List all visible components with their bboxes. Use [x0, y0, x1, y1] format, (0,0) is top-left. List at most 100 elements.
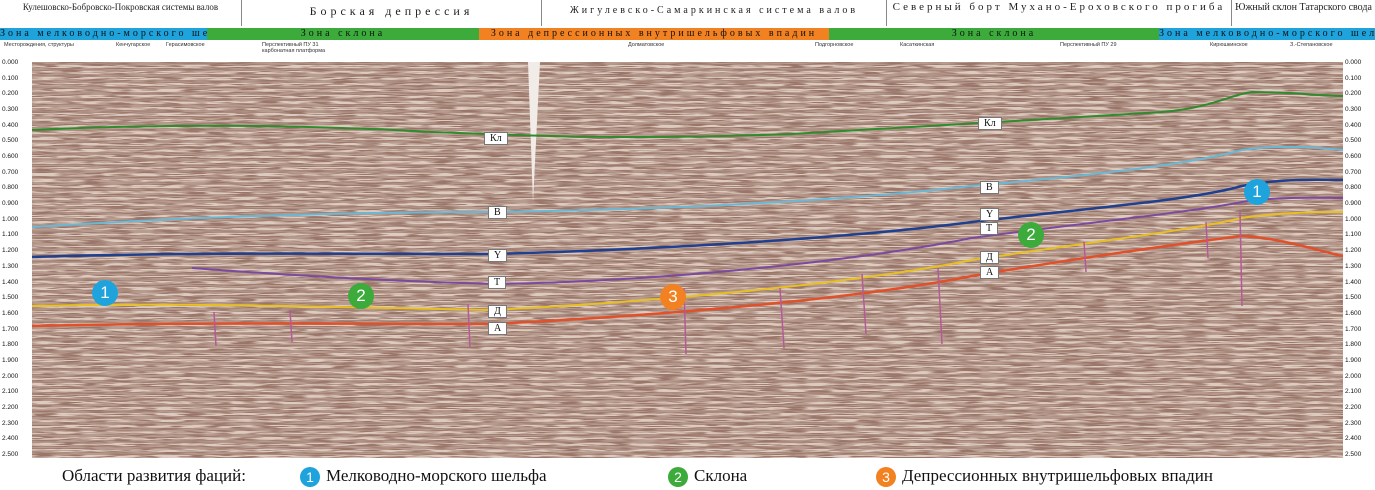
legend-label: Депрессионных внутришельфовых впадин [902, 466, 1213, 485]
well-label: Месторождения, структуры [4, 42, 74, 48]
depth-tick: 0.600 [1345, 153, 1362, 161]
depth-tick: 0.300 [1345, 106, 1362, 114]
well-label: карбонатная платформа [262, 48, 326, 54]
wells-row: Месторождения, структуры Кенчугарское Ге… [0, 40, 1375, 62]
legend-label: Мелководно-морского шельфа [326, 466, 547, 485]
horizon-kl [32, 90, 1343, 139]
depth-tick: 2.100 [2, 388, 19, 396]
depth-tick: 1.200 [2, 247, 19, 255]
well-label: Касаткинская [900, 42, 935, 48]
horizon-label-v: В [488, 206, 507, 219]
depth-tick: 1.900 [2, 356, 19, 364]
depth-tick: 1.300 [2, 262, 19, 270]
well-label: Долматовское [628, 42, 665, 48]
region-kuleshovsko: Кулешовско-Бобровско-Покровская системы … [0, 0, 242, 26]
horizon-t [191, 196, 1343, 286]
depth-tick: 2.300 [2, 419, 19, 427]
depth-tick: 1.400 [1345, 278, 1362, 286]
horizon-label-kl: Кл [978, 117, 1002, 130]
depth-tick: 0.100 [1345, 74, 1362, 82]
depth-tick: 2.000 [1345, 372, 1362, 380]
depth-tick: 1.100 [1345, 231, 1362, 239]
zone-shelf-right: Зона мелководно-морского шельфа [1159, 28, 1375, 40]
horizon-label-d: Д [980, 251, 999, 264]
depth-tick: 1.600 [1345, 309, 1362, 317]
depth-tick: 2.400 [2, 435, 19, 443]
depth-tick: 1.200 [1345, 247, 1362, 255]
depth-tick: 0.000 [2, 59, 19, 66]
legend-item-slope: 2 Склона [668, 462, 747, 490]
depth-tick: 1.000 [2, 215, 19, 223]
horizon-label-d: Д [488, 305, 507, 318]
facies-badge-shelf: 1 [1244, 179, 1270, 205]
legend-badge: 1 [300, 467, 320, 488]
horizon-label-kl: Кл [484, 132, 508, 145]
depth-tick: 0.200 [2, 90, 19, 98]
legend-badge: 2 [668, 467, 688, 488]
depth-tick: 2.000 [2, 372, 19, 380]
region-severny-bort: Северный борт Мухано-Ероховского прогиба [887, 0, 1232, 26]
depth-tick: 1.800 [1345, 341, 1362, 349]
facies-badge-slope: 2 [348, 283, 374, 309]
depth-tick: 0.700 [1345, 168, 1362, 176]
depth-tick: 2.500 [1345, 451, 1362, 458]
horizon-label-y: Y [980, 208, 1000, 221]
depth-tick: 0.000 [1345, 59, 1362, 66]
legend-item-shelf: 1 Мелководно-морского шельфа [300, 462, 547, 490]
depth-tick: 1.400 [2, 278, 19, 286]
depth-tick: 2.200 [2, 403, 19, 411]
depth-tick: 1.600 [2, 309, 19, 317]
depth-tick: 2.400 [1345, 435, 1362, 443]
zone-slope-right: Зона склона [829, 28, 1159, 40]
well-label: Перспективный ПУ 31 [262, 42, 319, 48]
horizons [32, 90, 1343, 328]
depth-tick: 1.500 [2, 294, 19, 302]
depth-tick: 2.300 [1345, 419, 1362, 427]
zone-row: Зона мелководно-морского шельфа Зона скл… [0, 28, 1375, 40]
depth-tick: 0.500 [1345, 137, 1362, 145]
depth-tick: 2.200 [1345, 403, 1362, 411]
region-zhigulevsko: Жигулевско-Самаркинская система валов [542, 0, 887, 26]
legend-item-depression: 3 Депрессионных внутришельфовых впадин [876, 462, 1213, 490]
depth-tick: 0.200 [1345, 90, 1362, 98]
horizon-y [32, 178, 1343, 259]
legend-label: Склона [694, 466, 748, 485]
horizon-a [32, 234, 1343, 328]
depth-tick: 1.700 [2, 325, 19, 333]
depth-tick: 0.400 [1345, 121, 1362, 129]
horizon-v [32, 145, 1343, 228]
depth-tick: 1.100 [2, 231, 19, 239]
legend-title: Области развития фаций: [62, 466, 246, 485]
depth-tick: 0.600 [2, 153, 19, 161]
zone-depression: Зона депрессионных внутришельфовых впади… [479, 28, 829, 40]
depth-tick: 0.400 [2, 121, 19, 129]
depth-tick: 0.800 [2, 184, 19, 192]
zone-slope-left: Зона склона [207, 28, 479, 40]
horizon-label-t: T [980, 222, 999, 235]
depth-tick: 1.300 [1345, 262, 1362, 270]
depth-tick: 2.100 [1345, 388, 1362, 396]
well-label: Герасимовское [166, 42, 205, 48]
depth-tick: 0.300 [2, 106, 19, 114]
well-label: Кенчугарское [116, 42, 151, 48]
depth-tick: 1.900 [1345, 356, 1362, 364]
depth-tick: 0.100 [2, 74, 19, 82]
zone-shelf-left: Зона мелководно-морского шельфа [0, 28, 207, 40]
depth-tick: 1.000 [1345, 215, 1362, 223]
seismic-section [32, 62, 1343, 458]
horizon-d [32, 211, 1343, 312]
depth-tick: 1.700 [1345, 325, 1362, 333]
depth-tick: 0.900 [1345, 200, 1362, 208]
horizon-label-t: T [488, 276, 507, 289]
horizon-label-v: В [980, 181, 999, 194]
well-label: Кирюшкинское [1210, 42, 1248, 48]
horizon-label-a: А [980, 266, 1000, 279]
facies-badge-slope: 2 [1018, 222, 1044, 248]
facies-badge-depression: 3 [660, 284, 686, 310]
data-gap [528, 62, 540, 202]
facies-badge-shelf: 1 [92, 280, 118, 306]
region-borskaya: Борская депрессия [242, 0, 542, 26]
seismic-noise [32, 62, 1343, 458]
depth-tick: 0.800 [1345, 184, 1362, 192]
well-label: Перспективный ПУ 29 [1060, 42, 1117, 48]
